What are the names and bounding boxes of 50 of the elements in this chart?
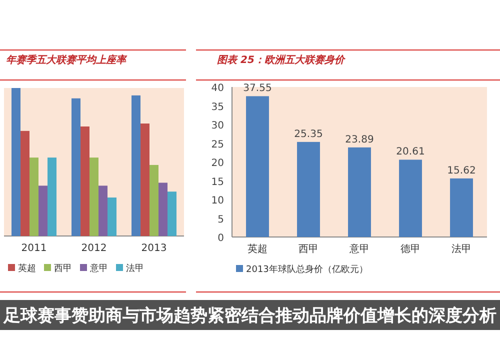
legend-label: 法甲: [126, 263, 144, 274]
data-label: 37.55: [243, 83, 272, 94]
data-label: 23.89: [345, 134, 374, 146]
bar: [158, 182, 168, 236]
bar: [12, 88, 20, 236]
y-tick-label: 10: [211, 196, 224, 206]
bar: [20, 130, 30, 236]
x-tick-label: 2013: [141, 243, 167, 254]
bar: [140, 124, 150, 236]
bar: [450, 178, 473, 237]
bar: [297, 142, 320, 237]
y-tick-label: 20: [211, 158, 224, 169]
legend-label: 英超: [18, 263, 36, 274]
data-label: 25.35: [294, 128, 323, 140]
bar: [98, 186, 108, 236]
bar: [38, 186, 48, 236]
data-label: 15.62: [447, 165, 476, 176]
y-tick-label: 15: [211, 176, 224, 188]
x-tick-label: 英超: [248, 243, 268, 255]
y-tick-label: 40: [211, 83, 224, 94]
bar: [150, 164, 158, 236]
y-tick-label: 35: [211, 102, 224, 113]
text: 足球赛事赞助商与市场趋势紧密结合推动品牌价值增长的深度分析: [2, 306, 496, 326]
bar: [399, 160, 422, 237]
bar: [80, 126, 90, 236]
x-tick-label: 西甲: [298, 244, 318, 255]
bar: [132, 95, 140, 236]
x-tick-label: 德甲: [400, 244, 420, 255]
data-label: 20.61: [396, 146, 425, 158]
bar: [246, 96, 269, 237]
chart-title: 年赛季五大联赛平均上座率: [6, 54, 128, 66]
x-tick-label: 意甲: [348, 243, 370, 255]
y-tick-label: 0: [218, 233, 224, 244]
y-tick-label: 30: [211, 120, 224, 132]
legend-label: 2013年球队总身价（亿欧元）: [246, 264, 368, 275]
y-tick-label: 25: [211, 139, 224, 150]
bar: [90, 158, 98, 236]
x-tick-label: 法甲: [452, 243, 472, 255]
x-tick-label: 2012: [81, 243, 107, 254]
legend-label: 意甲: [89, 263, 108, 274]
bar: [72, 98, 80, 236]
bar: [48, 158, 56, 236]
y-tick-label: 5: [218, 214, 224, 226]
bar: [168, 192, 176, 236]
chart-title: 图表 25：欧洲五大联赛身价: [217, 54, 346, 66]
bar: [108, 198, 116, 236]
legend-label: 西甲: [54, 264, 72, 274]
bar: [348, 147, 371, 237]
x-tick-label: 2011: [21, 243, 47, 254]
bar: [30, 158, 38, 236]
